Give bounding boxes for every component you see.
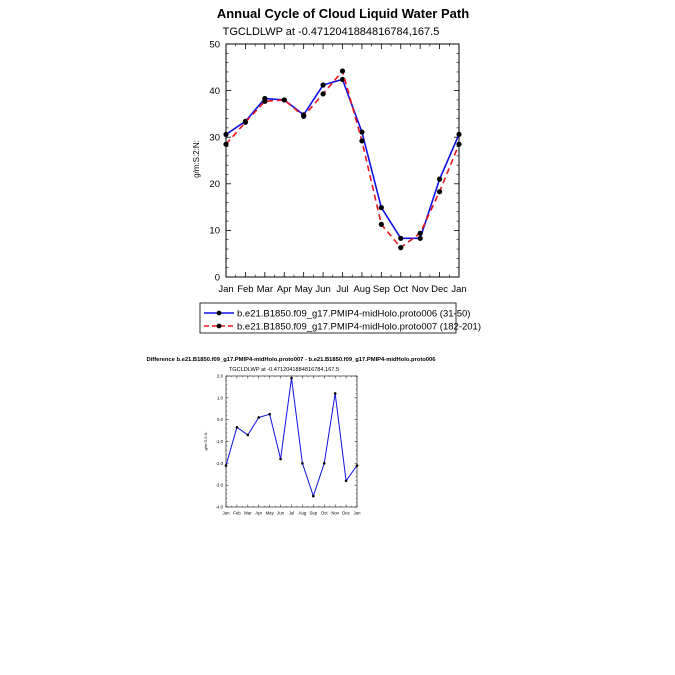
chart2-series-1-point xyxy=(279,457,282,461)
chart1-ytick-label: 50 xyxy=(209,39,220,50)
chart2-xtick-label: Apr xyxy=(255,511,262,516)
chart1-xtick-label: Aug xyxy=(353,284,370,295)
chart1-xtick-label: Dec xyxy=(431,284,448,295)
chart2-ytick-label: 1.0 xyxy=(217,395,224,400)
chart2-xtick-label: Jun xyxy=(277,511,285,516)
chart2-ytick-label: -3.0 xyxy=(216,483,224,488)
chart2-xtick-label: Oct xyxy=(321,511,328,516)
chart2-xtick-label: Aug xyxy=(299,511,307,516)
chart1-xtick-label: Oct xyxy=(393,284,408,295)
chart2-series-1-point xyxy=(246,433,250,437)
legend-label-series1: b.e21.B1850.f09_g17.PMIP4-midHolo.proto0… xyxy=(237,309,470,320)
chart2-series-1-point xyxy=(224,464,228,467)
legend-box xyxy=(199,302,457,334)
chart2-ytick-label: 0.0 xyxy=(217,417,224,422)
chart1-xtick-label: Jul xyxy=(336,284,348,295)
chart2-series-1-point xyxy=(301,462,304,465)
chart1-subtitle: TGCLDLWP at -0.4712041884816784,167.5 xyxy=(223,26,440,38)
chart1-ytick-label: 10 xyxy=(209,226,220,237)
chart2-xtick-label: Jul xyxy=(289,511,295,516)
chart1-series-2-point xyxy=(417,230,423,236)
legend-marker-series1 xyxy=(216,310,222,316)
chart1-series-2-point xyxy=(262,98,268,104)
chart1-series-1-point xyxy=(378,204,384,211)
legend-marker-series2 xyxy=(216,323,222,329)
chart2-ylabel: g/m:S:2:N: xyxy=(203,432,208,451)
chart1-series-2-line xyxy=(225,70,460,249)
chart1-ytick-label: 40 xyxy=(209,86,220,97)
chart1-series-2-point xyxy=(301,113,307,119)
chart2-xtick-label: Nov xyxy=(331,511,339,516)
chart1-series-1-line xyxy=(225,78,460,240)
chart2-xtick-label: Jan xyxy=(223,511,231,516)
chart2-xtick-label: Dec xyxy=(342,511,350,516)
chart1-xtick-label: Feb xyxy=(237,284,253,295)
chart2-series-1-point xyxy=(268,412,271,416)
chart1-series-2-point xyxy=(359,138,365,144)
chart2-xtick-label: Mar xyxy=(244,511,252,516)
chart1-series-1-point xyxy=(456,131,462,138)
chart2-series-1-point xyxy=(257,416,261,419)
chart2-ytick-label: -4.0 xyxy=(216,505,224,510)
chart2-xtick-label: Feb xyxy=(233,511,241,516)
chart1-series-2-point xyxy=(242,119,249,125)
chart1-series-2-point xyxy=(398,245,404,251)
chart2-ytick-label: 2.0 xyxy=(217,374,224,379)
chart2-series-1-point xyxy=(312,494,315,498)
chart2-series-1-point xyxy=(235,426,239,429)
legend-label-series2: b.e21.B1850.f09_g17.PMIP4-midHolo.proto0… xyxy=(237,322,481,333)
chart1-xtick-label: Nov xyxy=(412,284,429,295)
chart2-ytick-label: -1.0 xyxy=(216,439,224,444)
chart2-frame xyxy=(225,375,358,508)
chart1-plot-area: Jan Feb Mar Apr May Jun Jul Aug Sep Oct Nov Dec Jan0… xyxy=(209,39,466,295)
chart1-title: Annual Cycle of Cloud Liquid Water Path xyxy=(217,6,469,21)
chart2-series-1-point xyxy=(355,464,359,467)
chart2-xtick-label: Sep xyxy=(310,511,318,516)
chart1-xtick-label: Apr xyxy=(277,284,292,295)
legend-entry-series1: b.e21.B1850.f09_g17.PMIP4-midHolo.proto0… xyxy=(204,309,470,320)
chart2-xtick-label: Jan xyxy=(354,511,362,516)
chart2-series-1-line xyxy=(225,377,358,497)
chart1-ytick-label: 30 xyxy=(209,133,220,144)
chart2-title: Difference b.e21.B1850.f09_g17.PMIP4-mid… xyxy=(147,357,437,363)
chart1-xtick-label: Jun xyxy=(315,284,330,295)
chart2-series-1-point xyxy=(333,392,337,395)
chart1-series-1-point xyxy=(359,129,365,135)
chart1-xtick-label: Mar xyxy=(257,284,273,295)
chart1-series-1-point xyxy=(320,82,326,88)
chart2-subtitle: TGCLDLWP at -0.4712041884816784,167.5 xyxy=(229,367,339,373)
chart1-series-1-point xyxy=(398,235,404,241)
chart1-xtick-label: Jan xyxy=(451,284,466,295)
chart1-xtick-label: May xyxy=(295,284,313,295)
chart2-xtick-label: May xyxy=(266,511,275,516)
chart1-series-2-point xyxy=(378,221,384,227)
chart1-series-2-point xyxy=(456,141,462,147)
chart1-series-1-point xyxy=(223,131,229,138)
legend-entry-series2: b.e21.B1850.f09_g17.PMIP4-midHolo.proto0… xyxy=(204,322,481,333)
chart2-series-1-point xyxy=(344,479,348,483)
chart1-legend: b.e21.B1850.f09_g17.PMIP4-midHolo.proto0… xyxy=(199,302,481,334)
chart2-series-1-point xyxy=(290,376,293,380)
chart1-xtick-label: Jan xyxy=(218,284,233,295)
chart1-series-1-point xyxy=(339,76,346,83)
chart2-plot-area: Jan Feb Mar Apr May Jun Jul Aug Sep Oct Nov Dec Jan-… xyxy=(216,374,361,516)
chart1-series-1-point xyxy=(436,176,443,182)
chart2-ytick-label: -2.0 xyxy=(216,461,224,466)
chart1-series-2-point xyxy=(320,91,326,97)
chart1-ylabel: g/m:S:2:N: xyxy=(192,140,201,178)
chart1-series-2-point xyxy=(339,68,346,74)
chart1-ytick-label: 0 xyxy=(215,272,220,283)
chart2-series-1-point xyxy=(322,462,326,465)
chart1-series-2-point xyxy=(281,97,287,103)
chart1-series-2-point xyxy=(223,141,229,147)
chart1-series-2-point xyxy=(436,189,443,195)
chart1-series-1-point xyxy=(417,235,423,241)
chart1-xtick-label: Sep xyxy=(373,284,390,295)
chart1-ytick-label: 20 xyxy=(209,179,220,190)
